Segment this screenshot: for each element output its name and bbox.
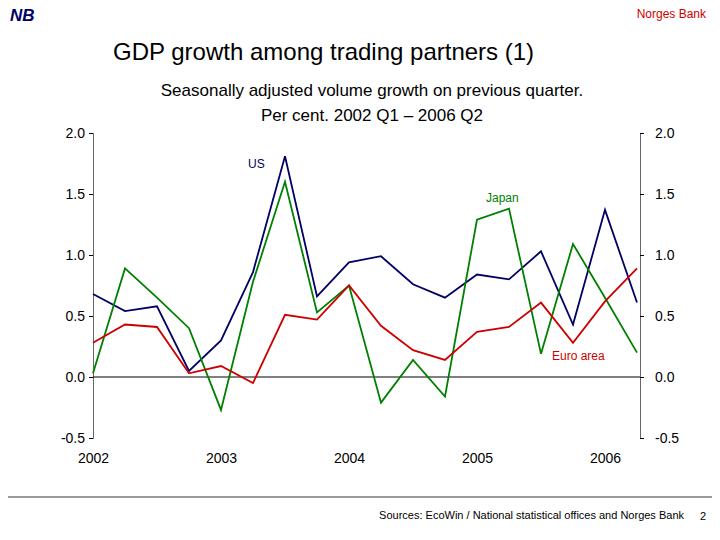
tick-mark	[89, 133, 93, 134]
tick-label: 0.0	[66, 369, 86, 385]
tick: 2.0	[66, 125, 93, 141]
tick-mark	[89, 316, 93, 317]
tick: 2006	[590, 450, 621, 466]
source: Sources: EcoWin / National statistical o…	[379, 509, 684, 521]
organization: Norges Bank	[637, 7, 707, 21]
tick-label: 2002	[78, 450, 109, 466]
tick: 2003	[206, 450, 237, 466]
tick: 1.0	[640, 247, 675, 263]
slide: NB Norges Bank GDP growth among trading pa…	[0, 0, 720, 540]
y-axis: -0.5 0.0 0.5 1.0 1.5 2.0	[61, 125, 94, 446]
tick-mark	[89, 194, 93, 195]
tick-mark	[640, 438, 644, 439]
axis-line	[641, 134, 645, 439]
tick: 0.0	[640, 369, 675, 385]
tick-label: 2.0	[655, 125, 675, 141]
tick: -0.5	[61, 430, 93, 446]
tick-label: 1.0	[66, 247, 86, 263]
tick-label: 0.5	[66, 308, 86, 324]
tick-mark	[89, 438, 93, 439]
tick-label: 0.5	[655, 308, 675, 324]
plot-area	[93, 156, 637, 410]
tick-label: -0.5	[655, 430, 679, 446]
tick-label: 2.0	[66, 125, 86, 141]
subtitle: Per cent. 2002 Q1 – 2006 Q2	[261, 106, 483, 125]
tick-mark	[640, 316, 644, 317]
tick-mark	[89, 255, 93, 256]
tick-mark	[640, 133, 644, 134]
tick: 0.0	[66, 369, 93, 385]
tick-label: 0.0	[655, 369, 675, 385]
tick-mark	[640, 377, 644, 378]
series-label: Euro area	[552, 349, 605, 363]
tick-mark	[640, 255, 644, 256]
line	[93, 268, 637, 383]
y-axis: -0.5 0.0 0.5 1.0 1.5 2.0	[640, 125, 679, 446]
title: GDP growth among trading partners (1)	[113, 38, 534, 65]
logo: NB	[10, 6, 35, 25]
zero-line	[93, 377, 640, 378]
line	[93, 182, 637, 410]
tick-label: 1.0	[655, 247, 675, 263]
subtitle: Seasonally adjusted volume growth on pre…	[161, 81, 583, 100]
tick-label: 1.5	[655, 186, 675, 202]
tick-label: 2004	[334, 450, 365, 466]
tick: -0.5	[640, 430, 679, 446]
series-label: US	[248, 157, 265, 171]
footer-rule	[8, 497, 712, 498]
tick: 0.5	[640, 308, 675, 324]
series-label: Japan	[486, 191, 519, 205]
tick: 2002	[78, 450, 109, 466]
axis-line	[89, 134, 94, 439]
tick: 2005	[462, 450, 493, 466]
tick-mark	[640, 194, 644, 195]
tick-label: -0.5	[61, 430, 85, 446]
tick: 1.5	[640, 186, 675, 202]
x-axis: 2002 2003 2004 2005 2006	[78, 450, 621, 466]
tick-mark	[89, 377, 93, 378]
tick: 1.5	[66, 186, 93, 202]
tick-label: 2005	[462, 450, 493, 466]
tick: 1.0	[66, 247, 93, 263]
tick: 2004	[334, 450, 365, 466]
tick: 0.5	[66, 308, 93, 324]
tick: 2.0	[640, 125, 675, 141]
tick-label: 2006	[590, 450, 621, 466]
tick-label: 1.5	[66, 186, 86, 202]
page-number: 2	[700, 510, 706, 522]
tick-label: 2003	[206, 450, 237, 466]
line	[93, 156, 637, 371]
